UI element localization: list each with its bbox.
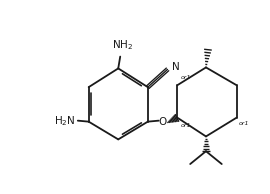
Text: or1: or1 (238, 121, 249, 126)
Text: or1: or1 (180, 123, 191, 128)
Text: O: O (158, 117, 167, 127)
Text: NH$_2$: NH$_2$ (112, 38, 133, 52)
Text: or1: or1 (180, 75, 191, 80)
Text: H$_2$N: H$_2$N (54, 114, 76, 128)
Text: N: N (173, 62, 180, 72)
